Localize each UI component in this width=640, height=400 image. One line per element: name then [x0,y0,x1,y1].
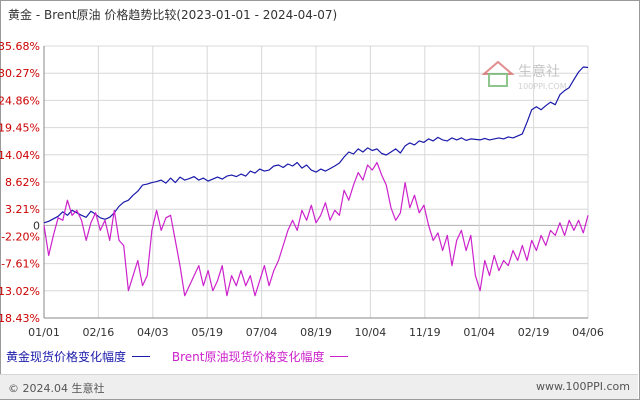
x-tick-label: 04/06 [572,326,604,339]
legend-label-gold: 黄金现货价格变化幅度 [6,350,127,364]
x-tick-label: 01/04 [463,326,495,339]
y-tick-label: 14.04% [0,149,40,162]
axes [43,46,588,319]
x-tick-labels: 01/01 02/16 04/03 05/19 07/04 08/19 10/04 11/19… [28,326,604,339]
watermark-url: 100PPI.COM [518,82,567,91]
legend-label-brent: Brent原油现货价格变化幅度 [171,350,325,364]
y-tick-label: -2.20% [1,230,40,243]
x-tick-label: 01/01 [28,326,60,339]
legend-swatch-brent [330,356,349,357]
chart-title: 黄金 - Brent原油 价格趋势比较(2023-01-01 - 2024-04… [8,8,338,22]
x-tick-label: 11/19 [409,326,441,339]
series-lines [43,66,589,297]
footer-bar: © 2024.04 生意社 www.100PPI.com [0,374,638,399]
y-tick-labels: 35.68% 30.27% 24.86% 19.45% 14.04% 8.62% 3.21%… [0,40,40,325]
y-tick-label: 30.27% [0,67,40,80]
x-tick-label: 04/03 [137,326,169,339]
x-tick-label: 08/19 [300,326,332,339]
y-tick-label: -13.02% [0,285,40,298]
x-tick-label: 02/16 [83,326,115,339]
watermark-text: 生意社 [518,63,560,80]
y-tick-label: 3.21% [5,203,40,216]
x-tick-label: 10/04 [355,326,387,339]
y-tick-label: 19.45% [0,122,40,135]
x-tick-label: 02/19 [518,326,550,339]
y-tick-label: -7.61% [1,258,40,271]
x-tick-label: 07/04 [246,326,278,339]
x-tick-label: 05/19 [191,326,223,339]
y-tick-label: 8.62% [5,176,40,189]
y-tick-label: -18.43% [0,312,40,325]
y-tick-label: 0 [33,219,40,232]
legend-item-brent: Brent原油现货价格变化幅度 [172,348,349,365]
legend-item-gold: 黄金现货价格变化幅度 [6,348,151,365]
footer-site-link[interactable]: www.100PPI.com [536,380,630,393]
footer-copyright: © 2024.04 生意社 [8,382,105,395]
legend: 黄金现货价格变化幅度 Brent原油现货价格变化幅度 [6,348,366,365]
legend-swatch-gold [132,356,151,357]
series-line-gold [43,66,589,224]
y-tick-label: 24.86% [0,94,40,107]
y-tick-label: 35.68% [0,40,40,53]
house-logo-icon: 生意社 100PPI.COM [481,60,567,91]
watermark-logo: 生意社 100PPI.COM [480,54,572,94]
series-line-brent [43,161,589,297]
